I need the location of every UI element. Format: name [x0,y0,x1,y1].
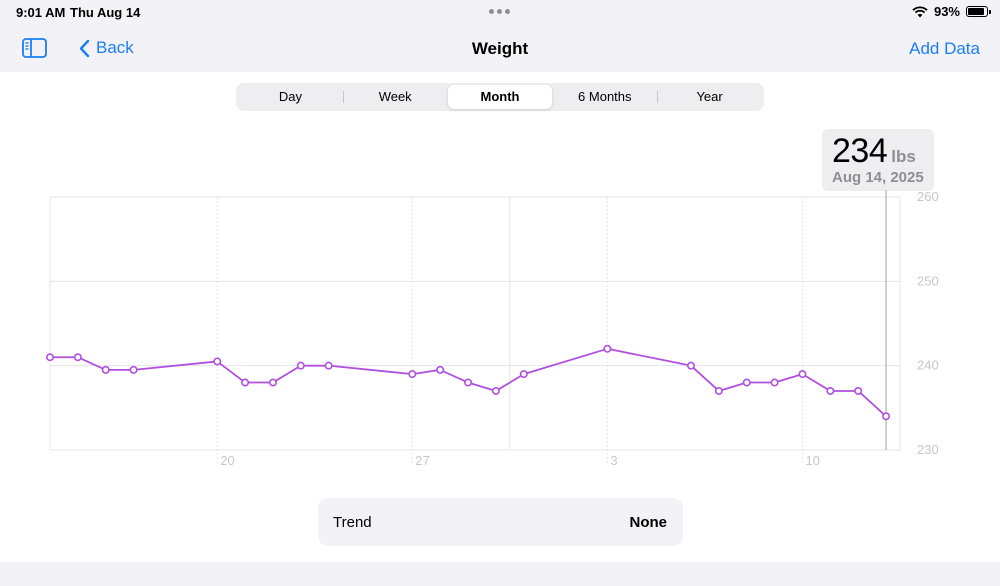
callout-date: Aug 14, 2025 [832,169,924,186]
segment-6-months[interactable]: 6 Months [578,89,632,104]
data-point [45,353,54,362]
chevron-left-icon [79,39,90,57]
data-point [213,357,222,366]
callout-value: 234 [832,132,888,170]
segment-month[interactable]: Month [447,85,553,109]
x-tick-label: 10 [805,453,819,468]
data-point [519,370,528,379]
y-tick-label: 230 [917,442,939,457]
y-tick-label: 240 [917,358,939,373]
bottom-strip [0,562,1000,586]
data-point [826,386,835,395]
trend-value: None [629,514,668,531]
data-point [798,370,807,379]
data-point [742,378,751,387]
trend-row[interactable]: Trend None [318,498,683,546]
battery-percent: 93% [933,4,960,19]
back-label: Back [96,38,134,57]
time-range-segmented-control: Day Week Month 6 Months Year [236,83,764,111]
y-tick-label: 250 [917,273,939,288]
segment-year[interactable]: Year [657,85,762,109]
status-date: Thu Aug 14 [70,5,141,20]
data-point [296,361,305,370]
data-point [491,386,500,395]
y-tick-label: 260 [917,190,939,204]
data-point [241,378,250,387]
add-data-button[interactable]: Add Data [909,39,980,58]
data-point [714,386,723,395]
status-bar: 9:01 AM Thu Aug 14 93% [0,0,1000,26]
data-point [408,370,417,379]
data-point [268,378,277,387]
selected-value-callout: 234 lbs Aug 14, 2025 [822,129,934,191]
data-point [464,378,473,387]
data-point [73,353,82,362]
data-point [882,412,891,421]
battery-icon [966,6,991,17]
wifi-icon [912,5,928,17]
data-point [686,361,695,370]
status-right: 93% [912,4,991,19]
segment-week[interactable]: Week [342,85,448,109]
x-tick-label: 20 [220,453,234,468]
back-button[interactable]: Back [78,38,134,58]
status-time: 9:01 AM [16,5,66,20]
callout-unit: lbs [891,147,916,166]
nav-bar: Back Weight Add Data [0,26,1000,72]
x-tick-label: 27 [415,453,429,468]
x-tick-label: 3 [610,453,617,468]
trend-label: Trend [333,514,372,531]
data-point [101,365,110,374]
multitasking-dots-icon[interactable] [489,9,510,14]
data-point [770,378,779,387]
weight-chart[interactable]: 230 240 250 260 20 27 3 10 [0,190,1000,480]
data-point [854,386,863,395]
segment-day[interactable]: Day [278,89,302,104]
page-title: Weight [471,39,529,58]
sidebar-toggle-icon[interactable] [22,38,47,58]
data-point [129,365,138,374]
data-point [324,361,333,370]
data-point [436,365,445,374]
data-point [603,344,612,353]
